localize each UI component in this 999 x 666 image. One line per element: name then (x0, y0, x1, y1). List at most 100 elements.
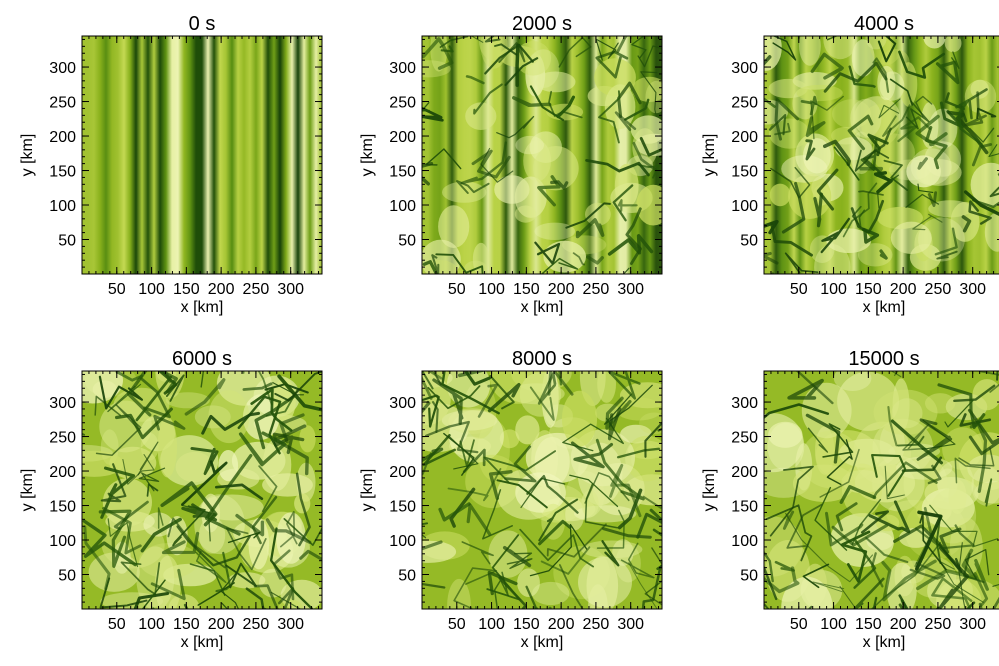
panel-4: 50 100 150 200 250 300 50 100 150 200 250 300 6000 s… (19, 348, 323, 651)
x-tick-label: 50 (448, 616, 466, 633)
y-tick-label: 150 (389, 499, 416, 516)
x-tick-label: 200 (208, 616, 235, 633)
y-tick-label: 50 (58, 568, 76, 585)
plot-frame (763, 370, 999, 610)
heatmap-image (422, 36, 662, 274)
x-tick-label: 150 (855, 281, 882, 298)
x-tick-label: 150 (513, 616, 540, 633)
y-tick-label: 50 (58, 233, 76, 250)
x-tick-label: 200 (548, 616, 575, 633)
x-tick-label: 300 (617, 281, 644, 298)
x-tick-label: 50 (108, 616, 126, 633)
x-axis-label: x [km] (521, 634, 564, 651)
x-tick-label: 250 (583, 616, 610, 633)
y-tick-label: 100 (389, 533, 416, 550)
x-tick-label: 250 (243, 281, 270, 298)
x-axis-label: x [km] (181, 299, 224, 316)
x-tick-label: 50 (790, 616, 808, 633)
x-tick-label: 300 (959, 616, 986, 633)
x-tick-label: 50 (790, 281, 808, 298)
x-tick-label: 100 (138, 616, 165, 633)
y-axis-label: y [km] (359, 134, 376, 177)
y-tick-label: 300 (731, 395, 758, 412)
heatmap-image (422, 371, 662, 609)
x-tick-label: 200 (548, 281, 575, 298)
y-tick-label: 250 (49, 430, 76, 447)
panel-title: 8000 s (512, 348, 572, 370)
x-tick-label: 250 (925, 616, 952, 633)
x-tick-label: 250 (925, 281, 952, 298)
panel-3: 50 100 150 200 250 300 50 100 150 200 250 300 4000 s… (701, 13, 999, 316)
panel-2: 50 100 150 200 250 300 50 100 150 200 250 300 2000 s… (359, 13, 663, 316)
y-tick-label: 250 (49, 95, 76, 112)
x-axis-label: x [km] (863, 634, 906, 651)
y-tick-label: 50 (740, 233, 758, 250)
panel-title: 4000 s (854, 13, 914, 35)
y-tick-label: 300 (49, 60, 76, 77)
x-tick-label: 150 (173, 281, 200, 298)
y-axis-label: y [km] (19, 469, 36, 512)
y-tick-label: 200 (731, 129, 758, 146)
y-tick-label: 200 (49, 464, 76, 481)
x-axis-label: x [km] (521, 299, 564, 316)
panel-1: 50 100 150 200 250 300 50 100 150 200 250 300 0 s x [… (19, 13, 323, 316)
y-tick-label: 150 (731, 164, 758, 181)
x-tick-label: 200 (208, 281, 235, 298)
y-tick-label: 200 (49, 129, 76, 146)
x-tick-label: 150 (173, 616, 200, 633)
y-tick-label: 300 (389, 395, 416, 412)
y-tick-label: 100 (731, 198, 758, 215)
x-tick-label: 100 (478, 281, 505, 298)
x-tick-label: 300 (617, 616, 644, 633)
y-tick-label: 300 (731, 60, 758, 77)
heatmap-image (764, 36, 999, 274)
x-tick-label: 50 (448, 281, 466, 298)
y-tick-label: 100 (49, 198, 76, 215)
y-tick-label: 50 (398, 568, 416, 585)
heatmap-image (82, 371, 322, 609)
plot-frame (81, 370, 323, 610)
plot-frame (763, 35, 999, 275)
y-tick-label: 200 (389, 129, 416, 146)
x-tick-label: 300 (277, 616, 304, 633)
x-tick-label: 200 (890, 281, 917, 298)
panel-title: 0 s (189, 13, 216, 35)
x-tick-label: 50 (108, 281, 126, 298)
y-tick-label: 250 (731, 95, 758, 112)
panel-title: 2000 s (512, 13, 572, 35)
y-tick-label: 300 (49, 395, 76, 412)
x-tick-label: 100 (820, 281, 847, 298)
x-tick-label: 250 (583, 281, 610, 298)
y-tick-label: 50 (398, 233, 416, 250)
x-tick-label: 200 (890, 616, 917, 633)
y-axis-label: y [km] (359, 469, 376, 512)
plot-frame (421, 370, 663, 610)
panel-title: 6000 s (172, 348, 232, 370)
y-tick-label: 200 (731, 464, 758, 481)
y-tick-label: 250 (731, 430, 758, 447)
y-tick-label: 200 (389, 464, 416, 481)
y-tick-label: 100 (389, 198, 416, 215)
y-axis-label: y [km] (701, 469, 718, 512)
panel-5: 50 100 150 200 250 300 50 100 150 200 250 300 8000 s… (359, 348, 663, 651)
plot-frame (421, 35, 663, 275)
x-axis-label: x [km] (181, 634, 224, 651)
y-tick-label: 150 (389, 164, 416, 181)
x-axis-label: x [km] (863, 299, 906, 316)
panel-6: 50 100 150 200 250 300 50 100 150 200 250 300 15000 … (701, 348, 999, 651)
x-tick-label: 100 (478, 616, 505, 633)
x-tick-label: 300 (277, 281, 304, 298)
y-tick-label: 300 (389, 60, 416, 77)
panel-title: 15000 s (848, 348, 919, 370)
y-tick-label: 150 (49, 164, 76, 181)
x-tick-label: 150 (855, 616, 882, 633)
heatmap-image (82, 36, 322, 274)
y-tick-label: 250 (389, 95, 416, 112)
x-tick-label: 100 (138, 281, 165, 298)
y-tick-label: 100 (731, 533, 758, 550)
x-tick-label: 300 (959, 281, 986, 298)
y-tick-label: 150 (731, 499, 758, 516)
y-axis-label: y [km] (19, 134, 36, 177)
plot-frame (81, 35, 323, 275)
